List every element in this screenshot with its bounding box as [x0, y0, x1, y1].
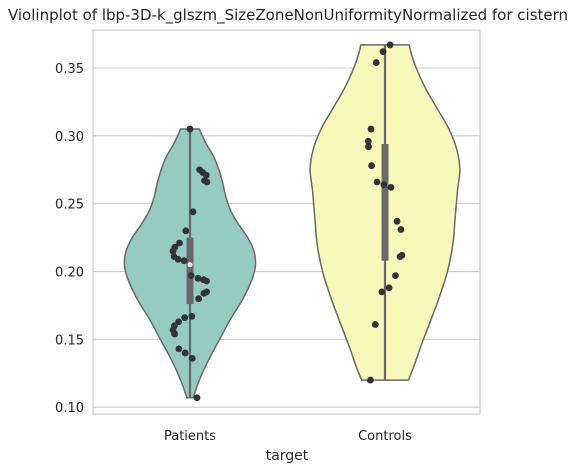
data-point: [367, 376, 374, 384]
data-points: [169, 41, 406, 402]
plot-frame: [92, 29, 481, 415]
y-tick-label: 0.20: [55, 266, 84, 281]
data-point: [378, 288, 386, 296]
y-tick-label: 0.35: [55, 62, 84, 77]
data-point: [188, 354, 196, 362]
chart-title: Violinplot of lbp-3D-k_glszm_SizeZoneNon…: [8, 6, 568, 25]
data-point: [189, 208, 197, 216]
data-point: [372, 59, 380, 66]
data-point: [387, 183, 395, 191]
data-point: [368, 162, 376, 170]
iqr-box-controls: [381, 143, 389, 261]
data-point: [175, 345, 183, 353]
data-point: [193, 394, 201, 402]
data-point: [385, 284, 393, 292]
data-point: [171, 330, 178, 338]
data-point: [196, 166, 204, 174]
data-point: [181, 349, 189, 357]
data-point: [186, 125, 194, 133]
median-marker-patients: [187, 262, 193, 268]
x-tick-labels: Patients Controls: [164, 429, 412, 444]
data-point: [396, 253, 404, 261]
x-axis-label: target: [266, 448, 309, 464]
iqr-box-patients: [186, 237, 194, 305]
data-point: [203, 277, 210, 285]
y-tick-label: 0.30: [55, 130, 84, 145]
data-point: [397, 226, 405, 233]
data-point: [201, 177, 208, 185]
data-point: [200, 289, 208, 297]
y-tick-labels: 0.10 0.15 0.20 0.25 0.30 0.35: [55, 62, 84, 416]
data-point: [202, 171, 210, 179]
data-point: [187, 272, 195, 279]
data-point: [367, 125, 375, 133]
data-point: [380, 181, 388, 189]
y-tick-label: 0.10: [55, 401, 84, 416]
data-point: [371, 321, 379, 328]
data-point: [386, 41, 394, 49]
data-point: [365, 143, 372, 151]
data-point: [379, 48, 387, 56]
data-point: [175, 318, 182, 326]
data-point: [188, 312, 196, 320]
data-point: [194, 274, 202, 282]
data-point: [373, 178, 381, 186]
y-tick-label: 0.25: [55, 198, 84, 213]
data-point: [174, 255, 182, 263]
data-point: [182, 227, 190, 235]
y-tick-label: 0.15: [55, 333, 84, 348]
data-point: [195, 295, 203, 303]
data-point: [176, 239, 183, 247]
data-point: [180, 257, 188, 265]
x-tick-label: Patients: [164, 429, 216, 444]
data-point: [364, 137, 372, 145]
x-tick-label: Controls: [358, 429, 412, 444]
data-point: [393, 217, 401, 225]
data-point: [181, 314, 189, 322]
data-point: [392, 272, 399, 279]
violins: [123, 44, 461, 399]
data-point: [169, 247, 177, 255]
